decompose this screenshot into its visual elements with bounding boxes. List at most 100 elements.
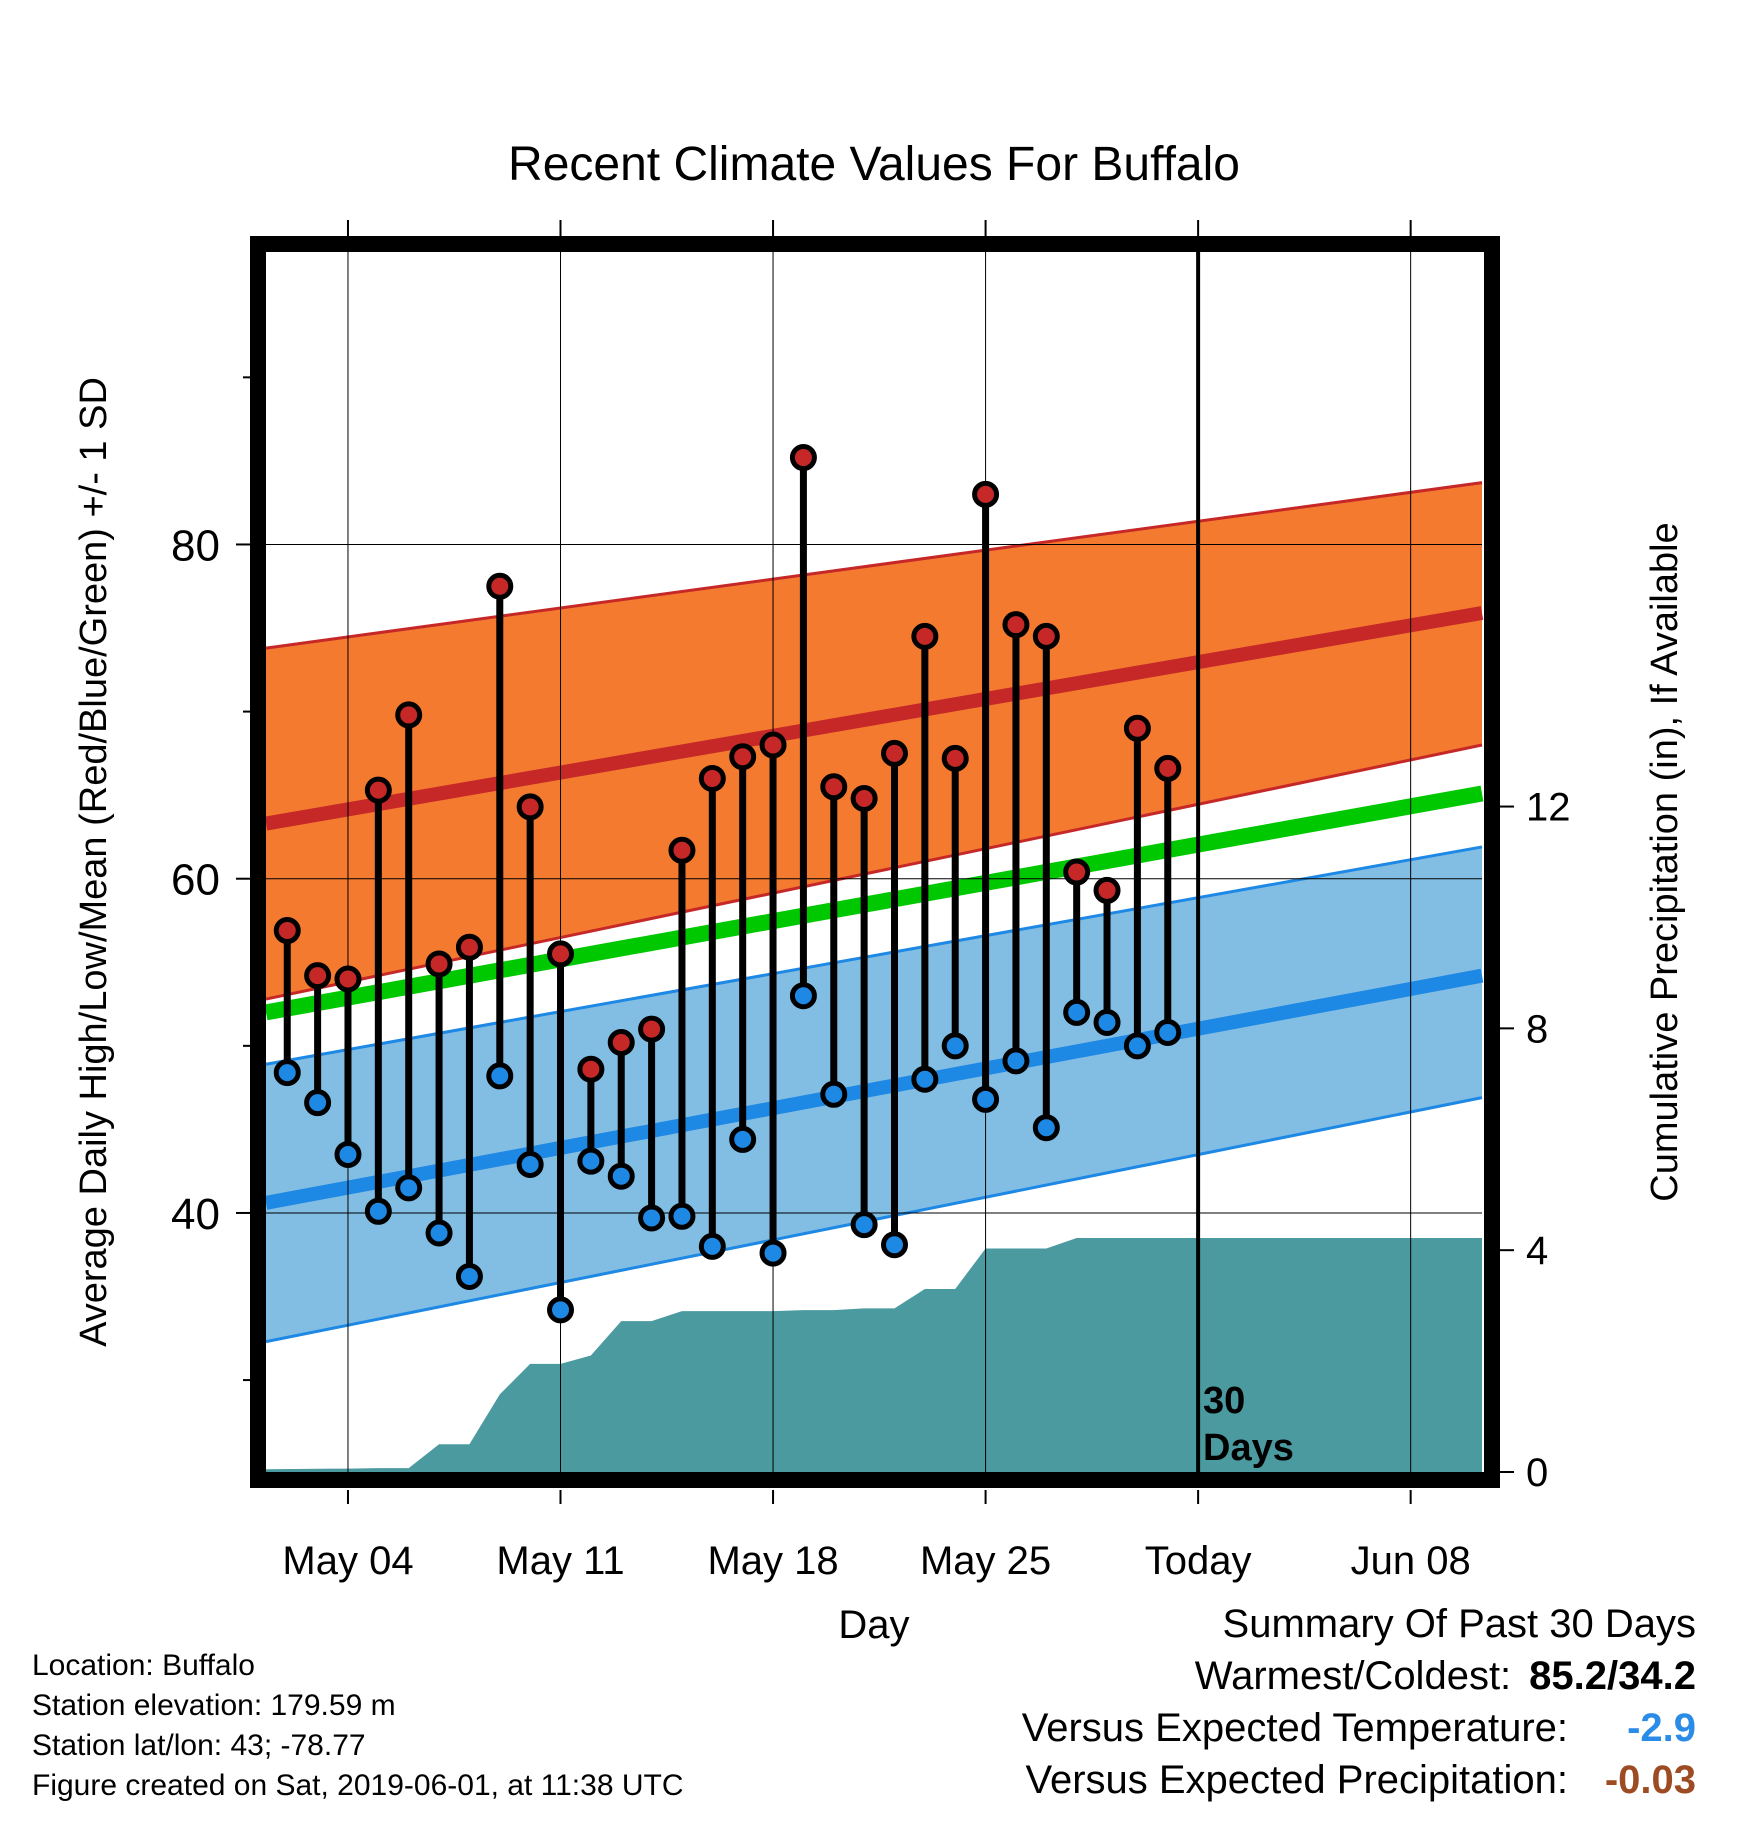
low-temp-point	[698, 1232, 726, 1260]
today-annotation-line2: Days	[1203, 1427, 1294, 1469]
summary-warmest-row: Warmest/Coldest: 85.2/34.2	[1022, 1650, 1696, 1702]
low-temp-point	[638, 1204, 666, 1232]
y2-tick-label: 0	[1526, 1451, 1548, 1495]
high-temp-point	[577, 1055, 605, 1083]
precip-label: Versus Expected Precipitation:	[1025, 1758, 1568, 1802]
low-temp-point	[577, 1147, 605, 1175]
low-temp-point	[729, 1125, 757, 1153]
warmest-value: 85.2/34.2	[1529, 1654, 1696, 1698]
low-temp-point	[972, 1085, 1000, 1113]
y-tick-label: 80	[171, 521, 220, 570]
y2-tick-label: 8	[1526, 1007, 1548, 1051]
y2-axis-label: Cumulative Precipitation (in), If Availa…	[1644, 522, 1686, 1201]
high-normal-band	[266, 482, 1482, 1000]
high-temp-point	[972, 480, 1000, 508]
high-temp-point	[638, 1015, 666, 1043]
high-temp-point	[1063, 858, 1091, 886]
latlon-text: Station lat/lon: 43; -78.77	[32, 1729, 366, 1762]
x-axis-label: Day	[838, 1603, 909, 1647]
high-temp-point	[273, 917, 301, 945]
high-temp-point	[1002, 611, 1030, 639]
low-temp-point	[911, 1065, 939, 1093]
x-tick-label: Today	[1145, 1539, 1252, 1583]
high-temp-point	[1032, 622, 1060, 650]
high-temp-point	[395, 701, 423, 729]
created-text: Figure created on Sat, 2019-06-01, at 11…	[32, 1769, 684, 1802]
x-tick-label: May 18	[707, 1539, 838, 1583]
summary-panel: Summary Of Past 30 Days Warmest/Coldest:…	[1022, 1598, 1696, 1806]
summary-temp-row: Versus Expected Temperature: -2.9	[1022, 1702, 1696, 1754]
high-temp-point	[516, 793, 544, 821]
temp-label: Versus Expected Temperature:	[1021, 1706, 1568, 1750]
y-axis-label: Average Daily High/Low/Mean (Red/Blue/Gr…	[73, 377, 115, 1347]
low-temp-point	[273, 1059, 301, 1087]
low-temp-point	[304, 1089, 332, 1117]
y-tick-label: 40	[171, 1190, 220, 1239]
high-temp-point	[334, 965, 362, 993]
low-temp-point	[516, 1150, 544, 1178]
high-temp-point	[880, 739, 908, 767]
y2-tick-label: 12	[1526, 786, 1571, 830]
low-temp-point	[668, 1202, 696, 1230]
x-tick-label: May 04	[282, 1539, 413, 1583]
elevation-text: Station elevation: 179.59 m	[32, 1689, 396, 1722]
high-temp-point	[1093, 876, 1121, 904]
x-tick-label: May 25	[920, 1539, 1051, 1583]
chart-title: Recent Climate Values For Buffalo	[508, 138, 1240, 191]
high-temp-point	[1154, 754, 1182, 782]
y-tick-label: 60	[171, 856, 220, 905]
high-temp-point	[668, 836, 696, 864]
location-text: Location: Buffalo	[32, 1649, 255, 1682]
high-temp-point	[941, 744, 969, 772]
low-temp-point	[1002, 1047, 1030, 1075]
high-temp-point	[455, 933, 483, 961]
high-temp-point	[304, 962, 332, 990]
high-band-upper-edge	[265, 481, 1483, 650]
precip-value: -0.03	[1604, 1758, 1696, 1802]
low-temp-point	[455, 1262, 483, 1290]
low-temp-point	[1123, 1032, 1151, 1060]
low-temp-point	[395, 1174, 423, 1202]
high-temp-point	[698, 764, 726, 792]
high-temp-point	[364, 776, 392, 804]
low-temp-point	[850, 1211, 878, 1239]
low-temp-point	[820, 1080, 848, 1108]
high-temp-point	[425, 950, 453, 978]
low-temp-point	[334, 1140, 362, 1168]
high-temp-point	[789, 444, 817, 472]
temp-value: -2.9	[1627, 1706, 1696, 1750]
x-tick-label: Jun 08	[1351, 1539, 1471, 1583]
y2-tick-label: 4	[1526, 1229, 1548, 1273]
high-temp-point	[1123, 714, 1151, 742]
low-temp-point	[880, 1231, 908, 1259]
high-temp-point	[850, 784, 878, 812]
low-temp-point	[789, 982, 817, 1010]
warmest-label: Warmest/Coldest:	[1194, 1654, 1512, 1698]
low-temp-point	[364, 1197, 392, 1225]
low-temp-point	[1093, 1008, 1121, 1036]
high-temp-point	[607, 1028, 635, 1056]
low-temp-point	[1063, 998, 1091, 1026]
summary-precip-row: Versus Expected Precipitation: -0.03	[1022, 1754, 1696, 1806]
high-temp-point	[486, 572, 514, 600]
high-mean-line	[264, 606, 1484, 831]
high-temp-point	[820, 773, 848, 801]
low-temp-point	[1154, 1018, 1182, 1046]
plot-frame	[250, 236, 1500, 1488]
today-annotation-line1: 30	[1203, 1380, 1245, 1422]
high-temp-point	[729, 743, 757, 771]
precipitation-area	[266, 1237, 1482, 1472]
low-temp-point	[1032, 1114, 1060, 1142]
high-temp-point	[911, 622, 939, 650]
low-temp-point	[486, 1062, 514, 1090]
station-info: Location: Buffalo Station elevation: 179…	[32, 1646, 684, 1806]
low-temp-point	[759, 1239, 787, 1267]
x-tick-label: May 11	[496, 1539, 624, 1583]
low-temp-point	[425, 1219, 453, 1247]
low-temp-point	[547, 1296, 575, 1324]
low-temp-point	[941, 1032, 969, 1060]
summary-heading: Summary Of Past 30 Days	[1222, 1602, 1696, 1646]
high-temp-point	[759, 731, 787, 759]
high-temp-point	[547, 940, 575, 968]
